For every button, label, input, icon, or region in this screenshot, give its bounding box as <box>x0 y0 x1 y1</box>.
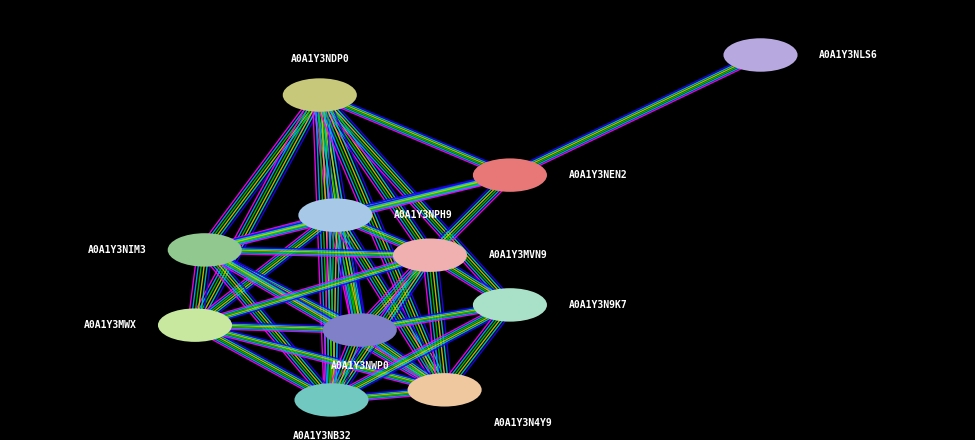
Text: A0A1Y3NWP0: A0A1Y3NWP0 <box>331 361 389 371</box>
Circle shape <box>158 308 232 342</box>
Circle shape <box>393 238 467 272</box>
Circle shape <box>283 78 357 112</box>
Circle shape <box>473 158 547 192</box>
Circle shape <box>168 233 242 267</box>
Circle shape <box>294 383 369 417</box>
Text: A0A1Y3NB32: A0A1Y3NB32 <box>292 431 351 440</box>
Text: A0A1Y3NLS6: A0A1Y3NLS6 <box>819 50 878 60</box>
Circle shape <box>298 198 372 232</box>
Text: A0A1Y3NEN2: A0A1Y3NEN2 <box>568 170 627 180</box>
Text: A0A1Y3N9K7: A0A1Y3N9K7 <box>568 300 627 310</box>
Text: A0A1Y3NIM3: A0A1Y3NIM3 <box>88 245 146 255</box>
Text: A0A1Y3NPH9: A0A1Y3NPH9 <box>394 210 452 220</box>
Circle shape <box>473 288 547 322</box>
Circle shape <box>723 38 798 72</box>
Circle shape <box>323 313 397 347</box>
Text: A0A1Y3MVN9: A0A1Y3MVN9 <box>488 250 547 260</box>
Circle shape <box>408 373 482 407</box>
Text: A0A1Y3N4Y9: A0A1Y3N4Y9 <box>493 418 552 429</box>
Text: A0A1Y3MWX: A0A1Y3MWX <box>84 320 136 330</box>
Text: A0A1Y3NDP0: A0A1Y3NDP0 <box>291 54 349 64</box>
